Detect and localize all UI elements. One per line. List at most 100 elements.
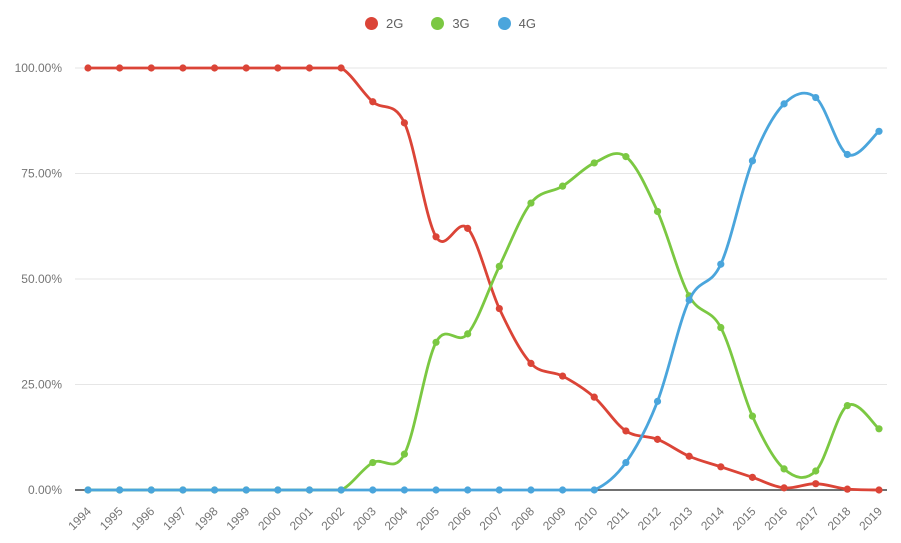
- series-4g-point[interactable]: [717, 260, 725, 268]
- series-3g-point[interactable]: [590, 159, 598, 167]
- series-2g-point[interactable]: [242, 64, 250, 72]
- series-2g-point[interactable]: [685, 452, 693, 460]
- series-3g-point[interactable]: [464, 330, 472, 338]
- series-4g-point[interactable]: [432, 486, 440, 494]
- series-4g-point[interactable]: [622, 458, 630, 467]
- series-2g-point[interactable]: [337, 64, 345, 72]
- series-2g-point[interactable]: [432, 233, 440, 241]
- y-axis-label: 0.00%: [28, 483, 62, 497]
- series-2g-point[interactable]: [527, 359, 535, 367]
- legend-item-4g[interactable]: 4G: [497, 16, 537, 31]
- series-4g-point[interactable]: [527, 486, 535, 494]
- series-4g-point[interactable]: [653, 397, 662, 405]
- series-3g-point[interactable]: [369, 458, 377, 467]
- legend-item-3g[interactable]: 3G: [431, 16, 470, 31]
- series-2g-point[interactable]: [780, 484, 788, 492]
- x-axis-label: 2000: [255, 504, 284, 533]
- series-4g-point[interactable]: [843, 150, 851, 159]
- series-3g-point[interactable]: [875, 425, 883, 433]
- series-3g-point[interactable]: [622, 153, 630, 161]
- series-2g-point[interactable]: [147, 64, 155, 72]
- series-3g-point[interactable]: [527, 199, 535, 207]
- series-3g-point[interactable]: [748, 412, 757, 420]
- legend-item-2g[interactable]: 2G: [364, 16, 403, 31]
- series-2g-point[interactable]: [622, 427, 630, 435]
- series-4g-point[interactable]: [147, 486, 155, 494]
- series-3g-point[interactable]: [495, 262, 503, 270]
- legend-swatch-2g-icon: [364, 17, 378, 30]
- x-axis-label: 2002: [318, 504, 347, 533]
- series-4g-point[interactable]: [748, 157, 757, 165]
- series-2g-point[interactable]: [84, 64, 92, 72]
- series-3g-point[interactable]: [559, 182, 567, 190]
- legend-label-3g: 3G: [452, 16, 470, 31]
- series-2g-point[interactable]: [559, 372, 567, 380]
- series-2g-point[interactable]: [400, 119, 408, 127]
- legend-label-4g: 4G: [518, 16, 537, 31]
- series-2g-point[interactable]: [653, 435, 662, 443]
- series-2g-point[interactable]: [116, 64, 124, 72]
- series-3g-point[interactable]: [843, 402, 851, 410]
- y-axis-label: 50.00%: [21, 272, 62, 286]
- series-4g-point[interactable]: [337, 486, 345, 494]
- legend-swatch-3g-icon: [431, 17, 445, 30]
- x-axis-label: 1999: [224, 504, 253, 533]
- series-4g-point[interactable]: [305, 486, 314, 494]
- series-4g-point[interactable]: [590, 486, 598, 494]
- series-2g-point[interactable]: [875, 486, 883, 494]
- x-axis-label: 2008: [508, 504, 537, 533]
- x-axis-label: 2017: [793, 504, 822, 533]
- series-2g-point[interactable]: [464, 224, 472, 232]
- series-3g-point[interactable]: [812, 467, 820, 475]
- legend-swatch-4g-icon: [497, 17, 511, 30]
- series-4g-point[interactable]: [812, 93, 820, 102]
- series-3g-point[interactable]: [400, 450, 408, 458]
- x-axis-label: 2018: [825, 504, 854, 533]
- y-axis-label: 100.00%: [15, 61, 63, 75]
- series-2g-point[interactable]: [495, 304, 503, 313]
- series-2g-point[interactable]: [369, 98, 377, 106]
- x-axis-label: 1995: [97, 504, 126, 533]
- series-4g-point[interactable]: [84, 486, 92, 494]
- series-2g-point[interactable]: [843, 485, 851, 493]
- chart-legend: 2G 3G 4G: [0, 16, 901, 31]
- x-axis-label: 2003: [350, 504, 379, 533]
- x-axis-label: 2019: [856, 504, 885, 533]
- series-4g-point[interactable]: [369, 486, 377, 494]
- series-3g-point[interactable]: [653, 207, 662, 216]
- x-axis-label: 2005: [413, 504, 442, 533]
- series-2g-point[interactable]: [812, 480, 820, 488]
- series-3g-line: [86, 152, 881, 492]
- series-2g-point[interactable]: [210, 64, 219, 72]
- y-axis-label: 25.00%: [21, 378, 62, 392]
- series-4g-point[interactable]: [875, 127, 883, 135]
- series-4g-point[interactable]: [685, 296, 693, 304]
- x-axis-label: 1996: [129, 504, 158, 533]
- series-3g-point[interactable]: [432, 338, 440, 346]
- series-4g-point[interactable]: [179, 486, 187, 494]
- series-4g-point[interactable]: [242, 486, 250, 494]
- y-axis-label: 75.00%: [21, 167, 62, 181]
- series-4g-point[interactable]: [559, 486, 567, 494]
- series-4g-point[interactable]: [400, 486, 408, 494]
- series-3g-point[interactable]: [780, 465, 788, 473]
- x-axis-label: 2014: [698, 504, 727, 533]
- series-2g-point[interactable]: [274, 64, 282, 72]
- series-4g-point[interactable]: [116, 486, 124, 494]
- series-2g-point[interactable]: [590, 393, 598, 401]
- x-axis-label: 2012: [635, 504, 664, 533]
- x-axis-label: 2011: [604, 504, 632, 532]
- series-4g-point[interactable]: [210, 486, 219, 494]
- series-3g-point[interactable]: [717, 323, 725, 332]
- series-2g-point[interactable]: [179, 64, 187, 72]
- series-4g-point[interactable]: [780, 100, 788, 108]
- series-2g-point[interactable]: [748, 473, 757, 481]
- series-4g-point[interactable]: [464, 486, 472, 494]
- series-4g-point[interactable]: [495, 486, 503, 494]
- x-axis-label: 2004: [382, 504, 411, 533]
- series-4g-point[interactable]: [274, 486, 282, 494]
- series-2g-point[interactable]: [717, 463, 725, 471]
- series-2g-point[interactable]: [305, 64, 314, 72]
